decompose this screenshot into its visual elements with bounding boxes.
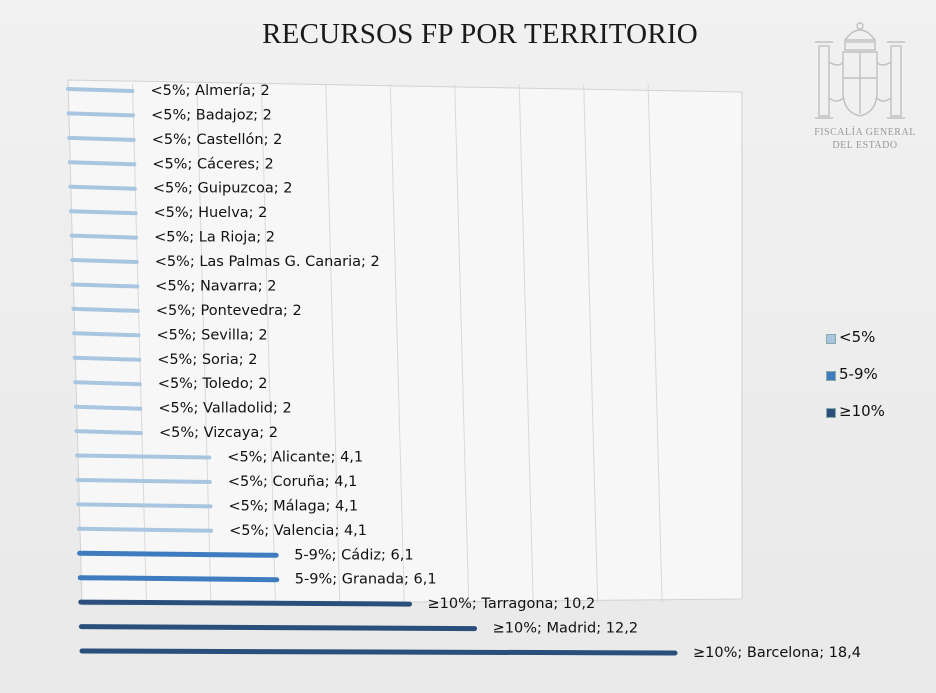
data-label: <5%; Cáceres; 2: [152, 156, 273, 172]
legend-label: <5%: [839, 328, 876, 346]
bar: [77, 575, 280, 583]
bar: [72, 331, 141, 338]
legend-swatch: [826, 408, 836, 418]
data-label: 5-9%; Granada; 6,1: [295, 572, 437, 588]
gridline: [196, 83, 212, 604]
seal-line-2: DEL ESTADO: [832, 140, 898, 151]
bar: [77, 526, 214, 533]
data-label: ≥10%; Barcelona; 18,4: [693, 645, 861, 661]
data-label: <5%; Almería; 2: [151, 83, 270, 99]
bar: [66, 111, 136, 118]
gridline: [647, 83, 663, 604]
bar: [78, 599, 412, 607]
data-label: <5%; Alicante; 4,1: [227, 450, 363, 466]
data-label: <5%; Málaga; 4,1: [229, 498, 359, 514]
legend-label: 5-9%: [839, 365, 878, 383]
gridline: [518, 83, 534, 604]
data-label: ≥10%; Madrid; 12,2: [493, 621, 638, 637]
data-label: <5%; Valladolid; 2: [158, 401, 291, 417]
bar: [70, 282, 140, 289]
data-label: <5%; Toledo; 2: [158, 376, 268, 392]
bar: [66, 87, 135, 93]
data-label: <5%; Castellón; 2: [152, 132, 283, 148]
data-labels: <5%; Almería; 2 <5%; Badajoz; 2 <5%; Caste…: [151, 83, 862, 661]
bar: [76, 502, 213, 509]
gridline: [583, 83, 599, 604]
legend-swatch: [826, 371, 836, 381]
data-label: <5%; Valencia; 4,1: [229, 523, 367, 539]
data-label: <5%; Coruña; 4,1: [228, 474, 357, 490]
data-label: <5%; Badajoz; 2: [151, 107, 272, 123]
data-label: <5%; Vizcaya; 2: [159, 425, 278, 441]
data-label: <5%; Las Palmas G. Canaria; 2: [155, 254, 380, 270]
gridline: [389, 83, 405, 604]
bar: [67, 135, 136, 142]
gridline: [325, 83, 341, 604]
legend-item: <5%: [826, 328, 936, 348]
data-label: <5%; La Rioja; 2: [154, 230, 275, 246]
bar: [78, 624, 478, 632]
coat-of-arms-seal: [815, 22, 905, 119]
seal-caption: FISCALÍA GENERAL DEL ESTADO: [800, 126, 930, 152]
bar: [77, 550, 279, 558]
data-label: <5%; Navarra; 2: [155, 279, 276, 295]
data-label: <5%; Soria; 2: [157, 352, 257, 368]
data-label: <5%; Guipuzcoa; 2: [153, 181, 293, 197]
bar: [73, 404, 143, 411]
data-label: <5%; Huelva; 2: [154, 205, 268, 221]
data-label: <5%; Sevilla; 2: [157, 327, 268, 343]
data-label: 5-9%; Cádiz; 6,1: [294, 547, 413, 563]
gridline: [454, 83, 470, 604]
gridline: [260, 83, 276, 604]
gridline: [132, 83, 147, 604]
seal-line-1: FISCALÍA GENERAL: [814, 127, 916, 138]
bar: [75, 478, 212, 484]
bar: [71, 306, 140, 313]
bar: [69, 233, 139, 240]
legend-label: ≥10%: [839, 402, 885, 420]
bar: [74, 429, 143, 436]
legend-swatch: [826, 334, 836, 344]
legend-item: ≥10%: [826, 402, 936, 422]
bar: [79, 648, 678, 656]
legend-item: 5-9%: [826, 365, 936, 385]
bar: [73, 380, 142, 387]
data-label: ≥10%; Tarragona; 10,2: [428, 596, 596, 612]
bars: [66, 87, 678, 656]
gridlines: [132, 83, 663, 604]
bar: [68, 184, 137, 191]
bar: [72, 355, 142, 362]
bar: [69, 209, 138, 216]
data-label: <5%; Pontevedra; 2: [156, 303, 302, 319]
chart-title: RECURSOS FP POR TERRITORIO: [262, 18, 698, 50]
bar: [67, 160, 137, 167]
bar: [75, 453, 212, 460]
bar: [70, 258, 139, 264]
